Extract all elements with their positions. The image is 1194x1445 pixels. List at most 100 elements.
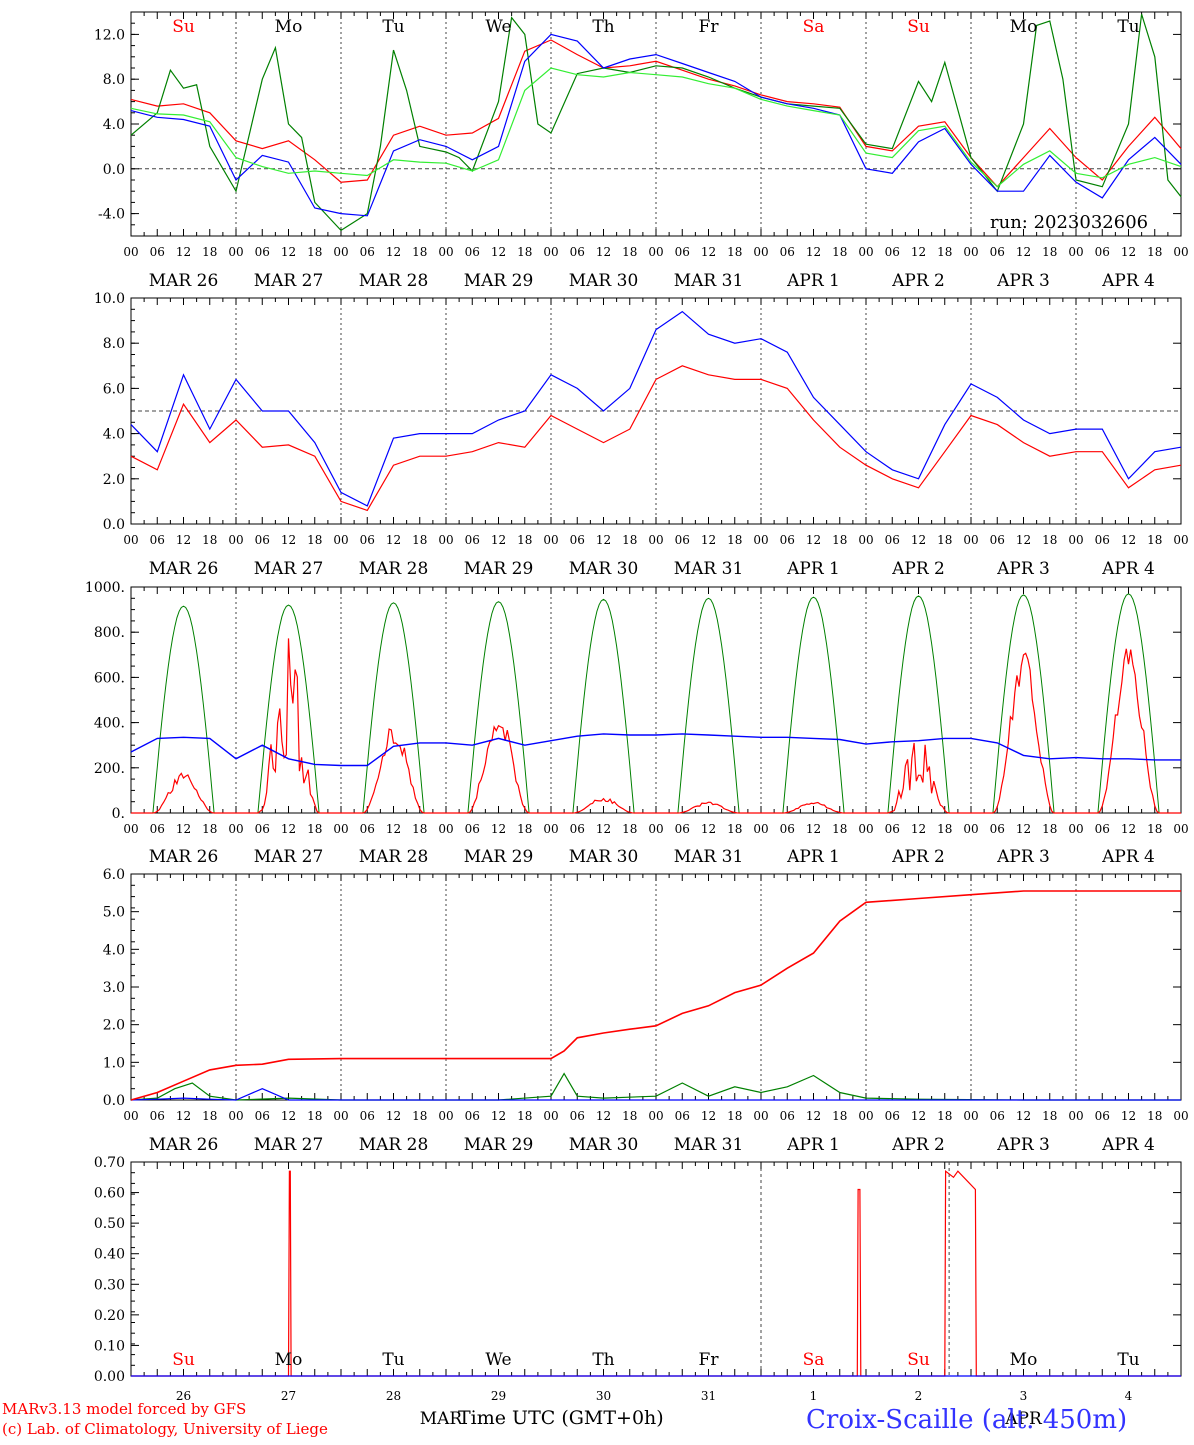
hour-label: 18 [307, 533, 322, 547]
hour-label: 00 [123, 245, 138, 259]
hour-label: 12 [176, 822, 191, 836]
hour-label: 06 [150, 245, 165, 259]
series-total-cumulated-cm- [130, 890, 1181, 1101]
day-number-label: 30 [596, 1389, 611, 1403]
hour-label: 00 [858, 822, 873, 836]
y-tick-label: 1000. [85, 580, 125, 596]
hour-label: 00 [963, 533, 978, 547]
series-snow-height-cm- [131, 1169, 1181, 1377]
y-tick-label: 400. [94, 716, 125, 732]
panel-4: 0.0 1.0 2.0 3.0 4.0 5.0 6.0 00 06 12 18 MAR 26 00 06 1… [103, 867, 1189, 1155]
month-label: APR [1004, 1409, 1043, 1429]
hour-label: 00 [228, 533, 243, 547]
day-number-label: 2 [915, 1389, 923, 1403]
series-humidex [130, 33, 1182, 217]
date-label: APR 2 [891, 847, 945, 867]
hour-label: 00 [123, 1109, 138, 1123]
date-label: APR 3 [996, 559, 1050, 579]
date-label: MAR 26 [149, 271, 219, 291]
hour-label: 06 [885, 533, 900, 547]
y-tick-label: 3.0 [103, 980, 125, 996]
hour-label: 06 [990, 1109, 1005, 1123]
hour-label: 18 [202, 245, 217, 259]
y-tick-label: 2.0 [103, 1018, 125, 1034]
weekday-label: Th [592, 17, 614, 37]
date-label: MAR 30 [569, 847, 639, 867]
hour-label: 00 [753, 533, 768, 547]
weekday-label: Tu [382, 17, 404, 37]
hour-label: 12 [491, 1109, 506, 1123]
hour-label: 06 [990, 533, 1005, 547]
hour-label: 06 [360, 1109, 375, 1123]
hour-label: 12 [176, 245, 191, 259]
hour-label: 00 [543, 533, 558, 547]
hour-label: 00 [333, 822, 348, 836]
hour-label: 12 [806, 1109, 821, 1123]
hour-label: 06 [780, 533, 795, 547]
hour-label: 12 [701, 533, 716, 547]
hour-label: 00 [543, 822, 558, 836]
date-label: MAR 29 [464, 847, 534, 867]
hour-label: 18 [622, 1109, 637, 1123]
month-label: MAR [420, 1409, 464, 1429]
hour-label: 06 [675, 533, 690, 547]
day-number-label: 31 [701, 1389, 716, 1403]
hour-label: 06 [990, 245, 1005, 259]
hour-label: 12 [701, 822, 716, 836]
weekday-label: Fr [699, 17, 720, 37]
weekday-label: Mo [1010, 1350, 1038, 1370]
hour-label: 06 [675, 822, 690, 836]
y-tick-label: 2.0 [103, 472, 125, 488]
y-tick-label: 4.0 [103, 427, 125, 443]
hour-label: 18 [832, 533, 847, 547]
hour-label: 12 [596, 533, 611, 547]
hour-label: 06 [1095, 533, 1110, 547]
hour-label: 06 [1095, 822, 1110, 836]
hour-label: 00 [1068, 822, 1083, 836]
hour-label: 12 [701, 1109, 716, 1123]
hour-label: 18 [937, 245, 952, 259]
weekday-label: Fr [699, 1350, 720, 1370]
panel-5: 0.00 0.10 0.20 0.30 0.40 0.50 0.60 0.70 Su Mo Tu We… [94, 1155, 1182, 1429]
hour-label: 18 [517, 533, 532, 547]
date-label: MAR 30 [569, 559, 639, 579]
hour-label: 00 [1173, 1109, 1188, 1123]
hour-label: 06 [360, 533, 375, 547]
y-tick-label: 4.0 [103, 942, 125, 958]
hour-label: 06 [570, 533, 585, 547]
hour-label: 00 [753, 822, 768, 836]
date-label: MAR 27 [254, 271, 324, 291]
date-label: MAR 28 [359, 559, 429, 579]
date-label: MAR 28 [359, 847, 429, 867]
hour-label: 12 [701, 245, 716, 259]
hour-label: 06 [780, 1109, 795, 1123]
series-snow-precip-mm-h- [130, 1088, 1181, 1101]
hour-label: 12 [911, 1109, 926, 1123]
date-label: MAR 27 [254, 1135, 324, 1155]
hour-label: 12 [911, 822, 926, 836]
date-label: APR 1 [786, 559, 840, 579]
hour-label: 06 [465, 822, 480, 836]
hour-label: 18 [412, 245, 427, 259]
hour-label: 18 [202, 1109, 217, 1123]
y-tick-label: 0.70 [94, 1155, 125, 1171]
y-tick-label: 0.30 [94, 1277, 125, 1293]
hour-label: 06 [255, 822, 270, 836]
date-label: APR 1 [786, 1135, 840, 1155]
hour-label: 12 [386, 245, 401, 259]
date-label: MAR 26 [149, 1135, 219, 1155]
y-tick-label: 0.60 [94, 1186, 125, 1202]
run-label: run: 2023032606 [990, 212, 1148, 233]
hour-label: 06 [150, 822, 165, 836]
series-wind-gust [130, 310, 1182, 507]
hour-label: 18 [307, 1109, 322, 1123]
y-tick-label: 0.0 [103, 162, 125, 178]
hour-label: 18 [517, 1109, 532, 1123]
hour-label: 18 [517, 245, 532, 259]
hour-label: 18 [202, 822, 217, 836]
day-number-label: 29 [491, 1389, 506, 1403]
date-label: MAR 26 [149, 847, 219, 867]
hour-label: 00 [963, 822, 978, 836]
hour-label: 00 [753, 245, 768, 259]
hour-label: 18 [1042, 1109, 1057, 1123]
